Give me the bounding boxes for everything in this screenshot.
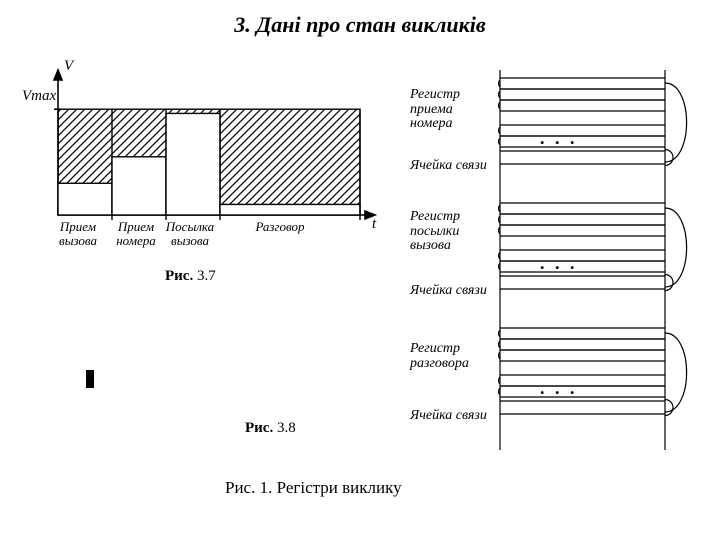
section-title: 3. Дані про стан викликів [0, 12, 720, 38]
chart-3-8-caption: Рис. Рис. 3.83.8 [245, 420, 296, 437]
reg-label-1: Регистрпосылкивызова [410, 210, 460, 254]
cell-label-0: Ячейка связи [410, 158, 487, 174]
dots-2: . . . [540, 378, 578, 399]
dots-1: . . . [540, 253, 578, 274]
chart-cat-0: Прием вызова [46, 220, 110, 247]
registers-diagram: Регистрприеманомера Ячейка связи . . . Р… [410, 70, 710, 470]
chart-3-7-caption: Рис. Рис. 3.73.7 [165, 268, 216, 285]
dots-0: . . . [540, 128, 578, 149]
chart-cat-2: Посылка вызова [158, 220, 222, 247]
chart-cat-3: Разговор [240, 220, 320, 234]
cell-label-2: Ячейка связи [410, 408, 487, 424]
chart-x-label: t [372, 216, 376, 233]
chart-3-7: V Vmax t Прием вызова Прием номера Посыл… [30, 60, 400, 310]
chart-y-label: V [64, 58, 73, 75]
stray-mark [86, 370, 94, 388]
reg-label-0: Регистрприеманомера [410, 88, 460, 132]
figure-1-caption: Рис. 1. Регістри виклику [225, 478, 402, 498]
cell-label-1: Ячейка связи [410, 283, 487, 299]
reg-label-2: Регистрразговора [410, 342, 469, 371]
chart-vmax-label: Vmax [22, 88, 56, 105]
